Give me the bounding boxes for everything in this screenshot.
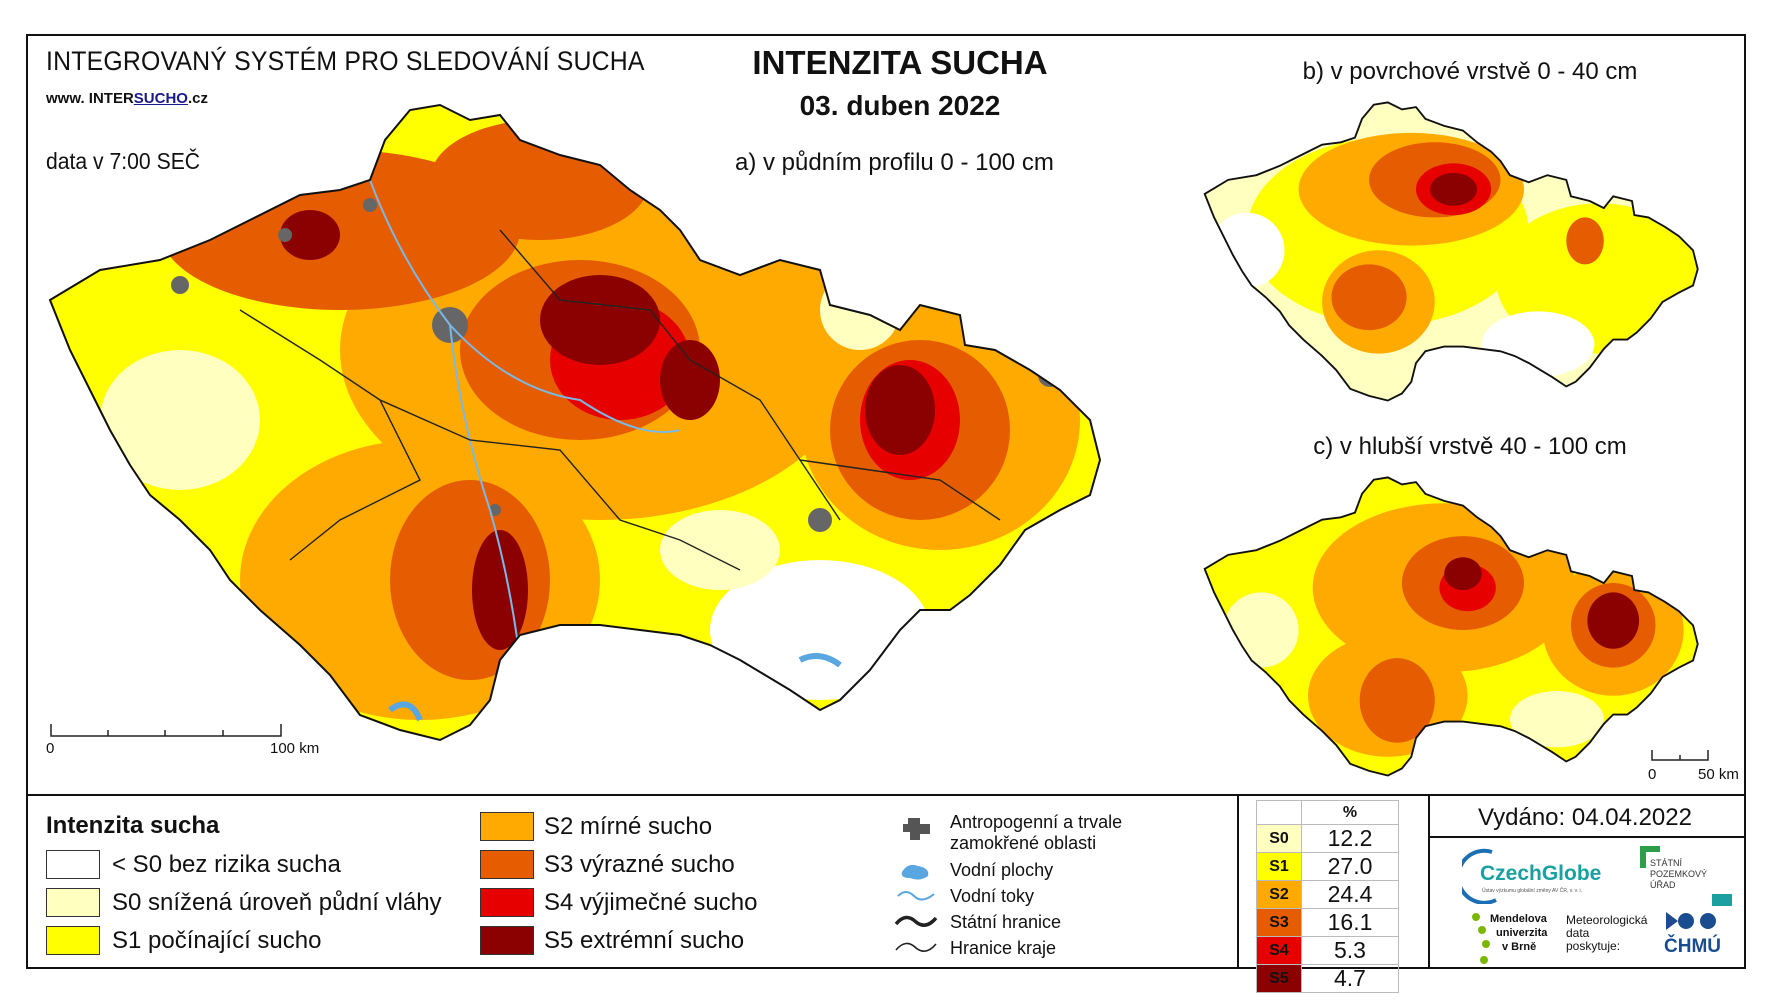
czechglobe-text: CzechGlobe <box>1480 862 1602 885</box>
mendel-line2: univerzita <box>1496 927 1548 939</box>
swatch-no-risk <box>46 850 100 879</box>
map-a-title: a) v půdním profilu 0 - 100 cm <box>735 149 1054 176</box>
legend-label-s2: S2 mírné sucho <box>544 813 713 840</box>
scale-bar-small <box>1651 750 1709 761</box>
legend-anthropogenic-line1: Antropogenní a trvale <box>950 812 1123 832</box>
mendel-line1: Mendelova <box>1490 913 1547 925</box>
url-mid: SUCHO <box>133 90 188 107</box>
main-drought-map <box>48 103 1102 742</box>
spu-line3: ÚŘAD <box>1650 880 1676 890</box>
meteo-data-text: Meteorologická data poskytuje: <box>1566 914 1647 953</box>
chmu-text: ČHMÚ <box>1664 936 1721 957</box>
map-b-title: b) v povrchové vrstvě 0 - 40 cm <box>1302 58 1638 85</box>
pct-value-s0: 12.2 <box>1301 824 1399 853</box>
chmu-symbol-icon <box>1666 912 1716 930</box>
pct-value-s2: 24.4 <box>1301 880 1399 909</box>
spu-text: STÁTNÍ POZEMKOVÝ ÚŘAD <box>1650 858 1707 891</box>
stream-icon <box>897 891 935 901</box>
czechglobe-subtext: Ústav výzkumu globální změny AV ČR, v. v… <box>1482 888 1583 894</box>
legend-separator-1 <box>1237 794 1239 969</box>
spu-mark-left <box>1640 846 1646 868</box>
pct-code-s2: S2 <box>1256 880 1302 909</box>
legend-separator-2 <box>1428 794 1430 969</box>
pct-header: % <box>1301 800 1399 825</box>
map-date: 03. duben 2022 <box>799 90 1001 121</box>
swatch-s3 <box>480 850 534 879</box>
pct-header-blank <box>1256 800 1302 825</box>
meteo-line3: poskytuje: <box>1566 939 1621 953</box>
legend-label-s3: S3 výrazné sucho <box>544 851 735 878</box>
swatch-s2 <box>480 812 534 841</box>
pct-code-s3: S3 <box>1256 908 1302 937</box>
legend-anthropogenic-line2: zamokřené oblasti <box>950 833 1097 853</box>
pct-value-s5: 4.7 <box>1301 964 1399 993</box>
map-c-title: c) v hlubší vrstvě 40 - 100 cm <box>1313 433 1627 460</box>
system-title: INTEGROVANÝ SYSTÉM PRO SLEDOVÁNÍ SUCHA <box>46 46 645 76</box>
legend-title: Intenzita sucha <box>46 812 220 839</box>
main-title: INTENZITA SUCHA <box>752 44 1048 81</box>
meteo-line2: data <box>1566 926 1590 940</box>
deep-layer-map <box>1203 476 1699 777</box>
legend-label-s0: S0 snížená úroveň půdní vláhy <box>112 889 442 916</box>
chmu-logo[interactable]: ČHMÚ <box>1664 910 1738 966</box>
mendel-text: Mendelova univerzita v Brně <box>1490 912 1547 954</box>
czechglobe-arc-icon <box>1462 848 1497 904</box>
legend-water-bodies: Vodní plochy <box>950 860 1054 880</box>
spu-logo[interactable]: STÁTNÍ POZEMKOVÝ ÚŘAD <box>1640 846 1735 910</box>
pct-code-s0: S0 <box>1256 824 1302 853</box>
region-border-icon <box>895 942 937 952</box>
drought-percent-table: % S0 12.2 S1 27.0 S2 24.4 S3 16.1 S4 5.3… <box>1256 800 1399 993</box>
issued-separator <box>1428 836 1746 838</box>
pct-code-s4: S4 <box>1256 936 1302 965</box>
legend-region-border: Hranice kraje <box>950 938 1057 958</box>
anthropogenic-area-icon <box>903 818 930 840</box>
data-time-note: data v 7:00 SEČ <box>46 148 201 174</box>
legend-label-s1: S1 počínající sucho <box>112 927 322 954</box>
swatch-s1 <box>46 926 100 955</box>
pct-code-s5: S5 <box>1256 964 1302 993</box>
spu-mark-corner <box>1712 894 1732 906</box>
czechglobe-logo[interactable]: CzechGlobe Ústav výzkumu globální změny … <box>1462 848 1632 906</box>
pct-value-s4: 5.3 <box>1301 936 1399 965</box>
swatch-s0 <box>46 888 100 917</box>
spu-line1: STÁTNÍ <box>1650 858 1683 868</box>
pct-value-s1: 27.0 <box>1301 852 1399 881</box>
state-border-icon <box>894 915 938 927</box>
water-body-icon <box>901 864 929 880</box>
scale-small-end: 50 km <box>1698 766 1739 783</box>
mendel-university-logo[interactable]: Mendelova univerzita v Brně <box>1468 912 1568 968</box>
surface-layer-map <box>1203 101 1699 402</box>
swatch-s5 <box>480 926 534 955</box>
pct-value-s3: 16.1 <box>1301 908 1399 937</box>
scale-main-end: 100 km <box>270 740 320 757</box>
pct-code-s1: S1 <box>1256 852 1302 881</box>
legend-label-s4: S4 výjimečné sucho <box>544 889 758 916</box>
scale-small-start: 0 <box>1648 766 1657 783</box>
scale-bar-main <box>50 724 282 737</box>
meteo-line1: Meteorologická <box>1566 913 1648 927</box>
scale-main-start: 0 <box>46 740 55 757</box>
mendel-line3: v Brně <box>1502 941 1537 953</box>
swatch-s4 <box>480 888 534 917</box>
mendel-dots-icon <box>1472 913 1490 964</box>
website-url[interactable]: www. INTERSUCHO.cz <box>46 90 208 107</box>
spu-mark-top <box>1640 846 1660 852</box>
legend-panel <box>26 794 1746 969</box>
legend-state-border: Státní hranice <box>950 912 1062 932</box>
legend-label-s5: S5 extrémní sucho <box>544 927 745 954</box>
legend-label-no-risk: < S0 bez rizika sucha <box>112 851 341 878</box>
issued-date: Vydáno: 04.04.2022 <box>1478 804 1692 831</box>
legend-water-streams: Vodní toky <box>950 886 1035 906</box>
url-suffix: .cz <box>187 90 208 107</box>
spu-line2: POZEMKOVÝ <box>1650 869 1708 879</box>
url-prefix: www. INTER <box>46 90 134 107</box>
